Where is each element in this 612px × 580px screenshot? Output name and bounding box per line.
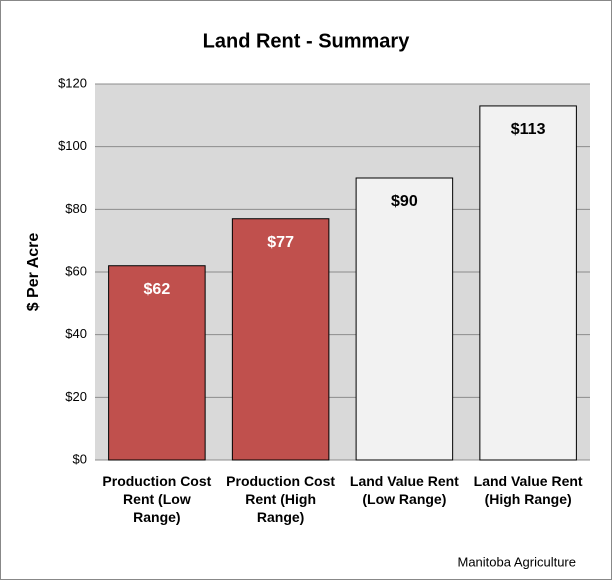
- y-tick-label: $120: [58, 75, 87, 90]
- chart-title: Land Rent - Summary: [203, 30, 411, 52]
- bar: [355, 177, 454, 461]
- data-label: $113: [511, 121, 546, 138]
- x-tick-label-box: Production Cost Rent (Low Range): [102, 473, 212, 525]
- y-tick-label: $60: [65, 263, 87, 278]
- data-label: $77: [267, 234, 294, 251]
- bar: [108, 265, 206, 461]
- source-note: Manitoba Agriculture: [457, 554, 576, 569]
- y-tick-label: $80: [65, 201, 87, 216]
- x-tick-label-box: Production Cost Rent (High Range): [226, 473, 336, 525]
- x-tick-label: Land Value Rent (High Range): [473, 473, 583, 507]
- y-tick-label: $0: [73, 451, 87, 466]
- x-tick-label: Land Value Rent (Low Range): [349, 473, 459, 507]
- y-tick-label: $40: [65, 326, 87, 341]
- bar: [479, 105, 577, 461]
- y-tick-label: $100: [58, 138, 87, 153]
- data-label: $90: [391, 193, 418, 210]
- y-axis-label: $ Per Acre: [25, 233, 42, 312]
- x-tick-label-box: Land Value Rent (Low Range): [349, 473, 459, 507]
- x-tick-label-box: Land Value Rent (High Range): [473, 473, 583, 507]
- x-tick-label: Production Cost Rent (High Range): [226, 473, 336, 525]
- bar: [231, 218, 330, 461]
- data-label: $62: [144, 281, 171, 298]
- y-tick-label: $20: [65, 389, 87, 404]
- x-tick-label: Production Cost Rent (Low Range): [102, 473, 212, 525]
